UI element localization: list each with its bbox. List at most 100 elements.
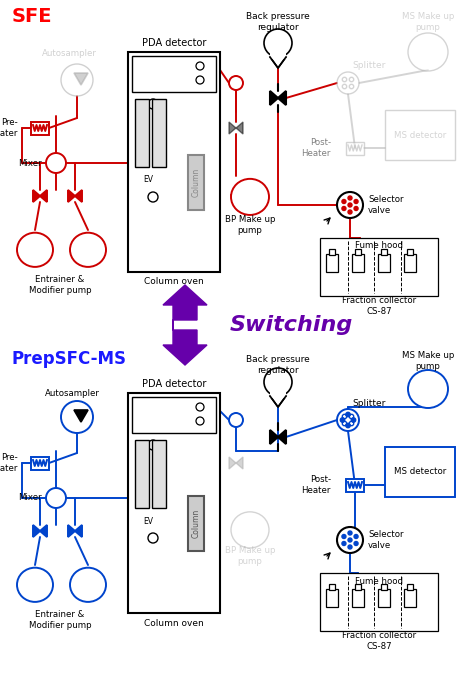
Polygon shape <box>40 525 47 537</box>
Text: PrepSFC-MS: PrepSFC-MS <box>12 350 127 368</box>
Text: PDA detector: PDA detector <box>142 379 206 389</box>
Circle shape <box>354 534 358 539</box>
Text: Splitter: Splitter <box>352 400 385 409</box>
Bar <box>31 122 49 135</box>
Ellipse shape <box>231 179 269 215</box>
Polygon shape <box>74 73 88 85</box>
Bar <box>381 584 387 590</box>
Circle shape <box>342 84 346 88</box>
Text: Switching: Switching <box>230 315 353 335</box>
Text: Column oven: Column oven <box>144 277 204 286</box>
Bar <box>378 254 390 272</box>
Circle shape <box>348 545 352 549</box>
Bar <box>152 440 166 508</box>
Bar <box>352 589 364 607</box>
Circle shape <box>346 412 350 417</box>
Text: PDA detector: PDA detector <box>142 38 206 48</box>
Circle shape <box>342 422 346 426</box>
Circle shape <box>342 78 346 82</box>
Circle shape <box>354 199 358 203</box>
Bar <box>270 50 286 59</box>
Circle shape <box>229 76 243 90</box>
Circle shape <box>46 153 66 173</box>
Text: BP Make up
pump: BP Make up pump <box>225 216 275 235</box>
Circle shape <box>342 207 346 211</box>
Bar <box>326 589 338 607</box>
Circle shape <box>342 199 346 203</box>
Ellipse shape <box>17 568 53 602</box>
Circle shape <box>264 368 292 396</box>
Text: Mixer: Mixer <box>18 494 42 503</box>
Text: Fraction collector
CS-87: Fraction collector CS-87 <box>342 296 416 316</box>
Bar <box>385 447 455 497</box>
Text: Autosampler: Autosampler <box>45 388 100 398</box>
Polygon shape <box>229 122 236 134</box>
Ellipse shape <box>17 233 53 267</box>
Polygon shape <box>236 457 243 469</box>
Circle shape <box>61 401 93 433</box>
Text: Column: Column <box>191 167 201 197</box>
Circle shape <box>148 192 158 202</box>
Ellipse shape <box>231 512 269 548</box>
Circle shape <box>196 62 204 70</box>
Circle shape <box>348 203 352 207</box>
Circle shape <box>342 534 346 539</box>
Circle shape <box>196 76 204 84</box>
Circle shape <box>349 414 354 419</box>
Circle shape <box>348 531 352 535</box>
Bar <box>385 110 455 160</box>
Text: Fume hood: Fume hood <box>355 241 403 250</box>
Bar <box>320 573 438 631</box>
Text: Entrainer &
Modifier pump: Entrainer & Modifier pump <box>29 611 91 630</box>
Circle shape <box>349 84 354 88</box>
Text: Entrainer &
Modifier pump: Entrainer & Modifier pump <box>29 275 91 294</box>
Bar <box>135 440 149 508</box>
Circle shape <box>337 409 359 431</box>
Text: MS detector: MS detector <box>394 468 446 477</box>
Text: Autosampler: Autosampler <box>42 50 96 58</box>
Circle shape <box>348 538 352 542</box>
Bar <box>407 584 413 590</box>
Circle shape <box>61 64 93 96</box>
Circle shape <box>349 422 354 426</box>
Polygon shape <box>270 91 278 105</box>
Polygon shape <box>68 525 75 537</box>
Polygon shape <box>236 122 243 134</box>
Circle shape <box>148 533 158 543</box>
Ellipse shape <box>70 568 106 602</box>
Bar <box>188 154 204 209</box>
Polygon shape <box>33 525 40 537</box>
Bar <box>381 249 387 255</box>
Bar <box>132 397 216 433</box>
Circle shape <box>346 423 350 428</box>
Text: Pre-
Heater: Pre- Heater <box>0 118 18 138</box>
Circle shape <box>337 192 363 218</box>
Circle shape <box>196 403 204 411</box>
Text: MS detector: MS detector <box>394 131 446 139</box>
Bar <box>404 589 416 607</box>
Text: Fume hood: Fume hood <box>355 577 403 585</box>
Text: Mixer: Mixer <box>18 158 42 167</box>
Bar <box>407 249 413 255</box>
Polygon shape <box>40 190 47 202</box>
Circle shape <box>46 488 66 508</box>
Polygon shape <box>75 525 82 537</box>
Bar <box>31 456 49 469</box>
Text: Splitter: Splitter <box>352 61 385 69</box>
Ellipse shape <box>70 233 106 267</box>
Circle shape <box>337 527 363 553</box>
Text: Selector
valve: Selector valve <box>368 195 403 215</box>
Bar <box>128 393 220 613</box>
Circle shape <box>342 414 346 419</box>
Bar <box>404 254 416 272</box>
Polygon shape <box>74 410 88 422</box>
Bar <box>326 254 338 272</box>
Text: Post-
Heater: Post- Heater <box>301 138 331 158</box>
Circle shape <box>354 541 358 545</box>
Circle shape <box>196 417 204 425</box>
Text: Fraction collector
CS-87: Fraction collector CS-87 <box>342 631 416 651</box>
Polygon shape <box>278 91 286 105</box>
Circle shape <box>349 78 354 82</box>
Circle shape <box>264 29 292 57</box>
Bar <box>329 249 335 255</box>
